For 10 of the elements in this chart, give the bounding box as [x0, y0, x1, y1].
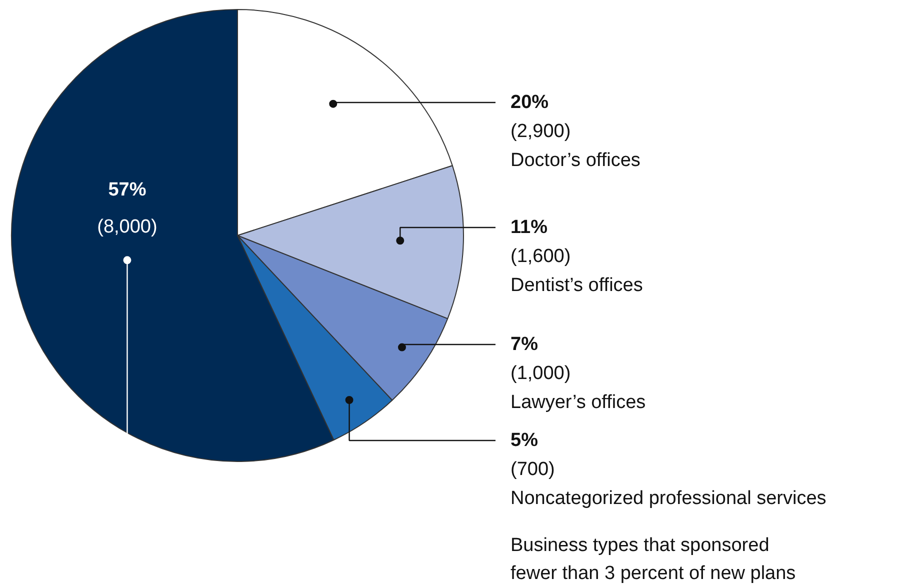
data-label: 57% (8,000) [97, 180, 158, 238]
data-label: 7% (1,000) [510, 334, 571, 384]
slice-label: Dentist’s offices [510, 275, 643, 296]
slice-label: Lawyer’s offices [510, 392, 646, 413]
slice-label: Noncategorized professional services [510, 488, 826, 509]
slice-label: Doctor’s offices [510, 150, 640, 171]
data-label: 20% (2,900) [510, 92, 571, 142]
data-label: 5% (700) [510, 430, 555, 480]
data-label: 11% (1,600) [510, 217, 571, 267]
slice-label: Business types that sponsored fewer than 3 percent of new plans [510, 535, 796, 584]
